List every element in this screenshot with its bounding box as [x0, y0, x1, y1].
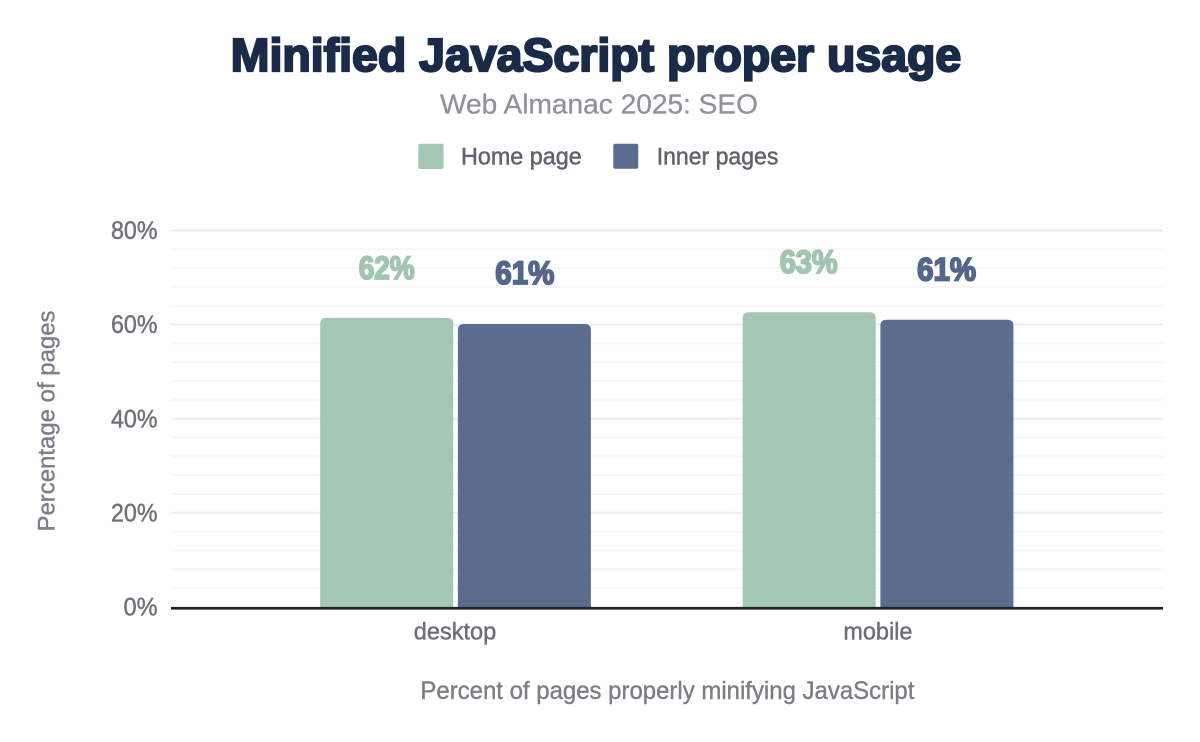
svg-text:62%: 62%	[359, 250, 415, 286]
svg-text:60%: 60%	[111, 311, 158, 339]
svg-text:Percent of pages properly mini: Percent of pages properly minifying Java…	[420, 677, 914, 705]
svg-text:Percentage of pages: Percentage of pages	[34, 311, 61, 532]
svg-text:40%: 40%	[111, 405, 158, 433]
svg-text:Minified JavaScript proper usa: Minified JavaScript proper usage	[231, 29, 962, 81]
svg-text:61%: 61%	[495, 255, 554, 291]
svg-text:20%: 20%	[111, 500, 158, 528]
svg-text:63%: 63%	[780, 244, 838, 280]
svg-text:0%: 0%	[124, 594, 158, 622]
svg-text:Inner pages: Inner pages	[657, 144, 779, 171]
svg-text:80%: 80%	[111, 217, 158, 245]
svg-text:Web Almanac 2025: SEO: Web Almanac 2025: SEO	[440, 88, 758, 119]
svg-text:mobile: mobile	[843, 619, 912, 646]
svg-text:61%: 61%	[917, 252, 976, 288]
svg-text:Home page: Home page	[461, 144, 582, 171]
svg-text:desktop: desktop	[414, 619, 497, 646]
